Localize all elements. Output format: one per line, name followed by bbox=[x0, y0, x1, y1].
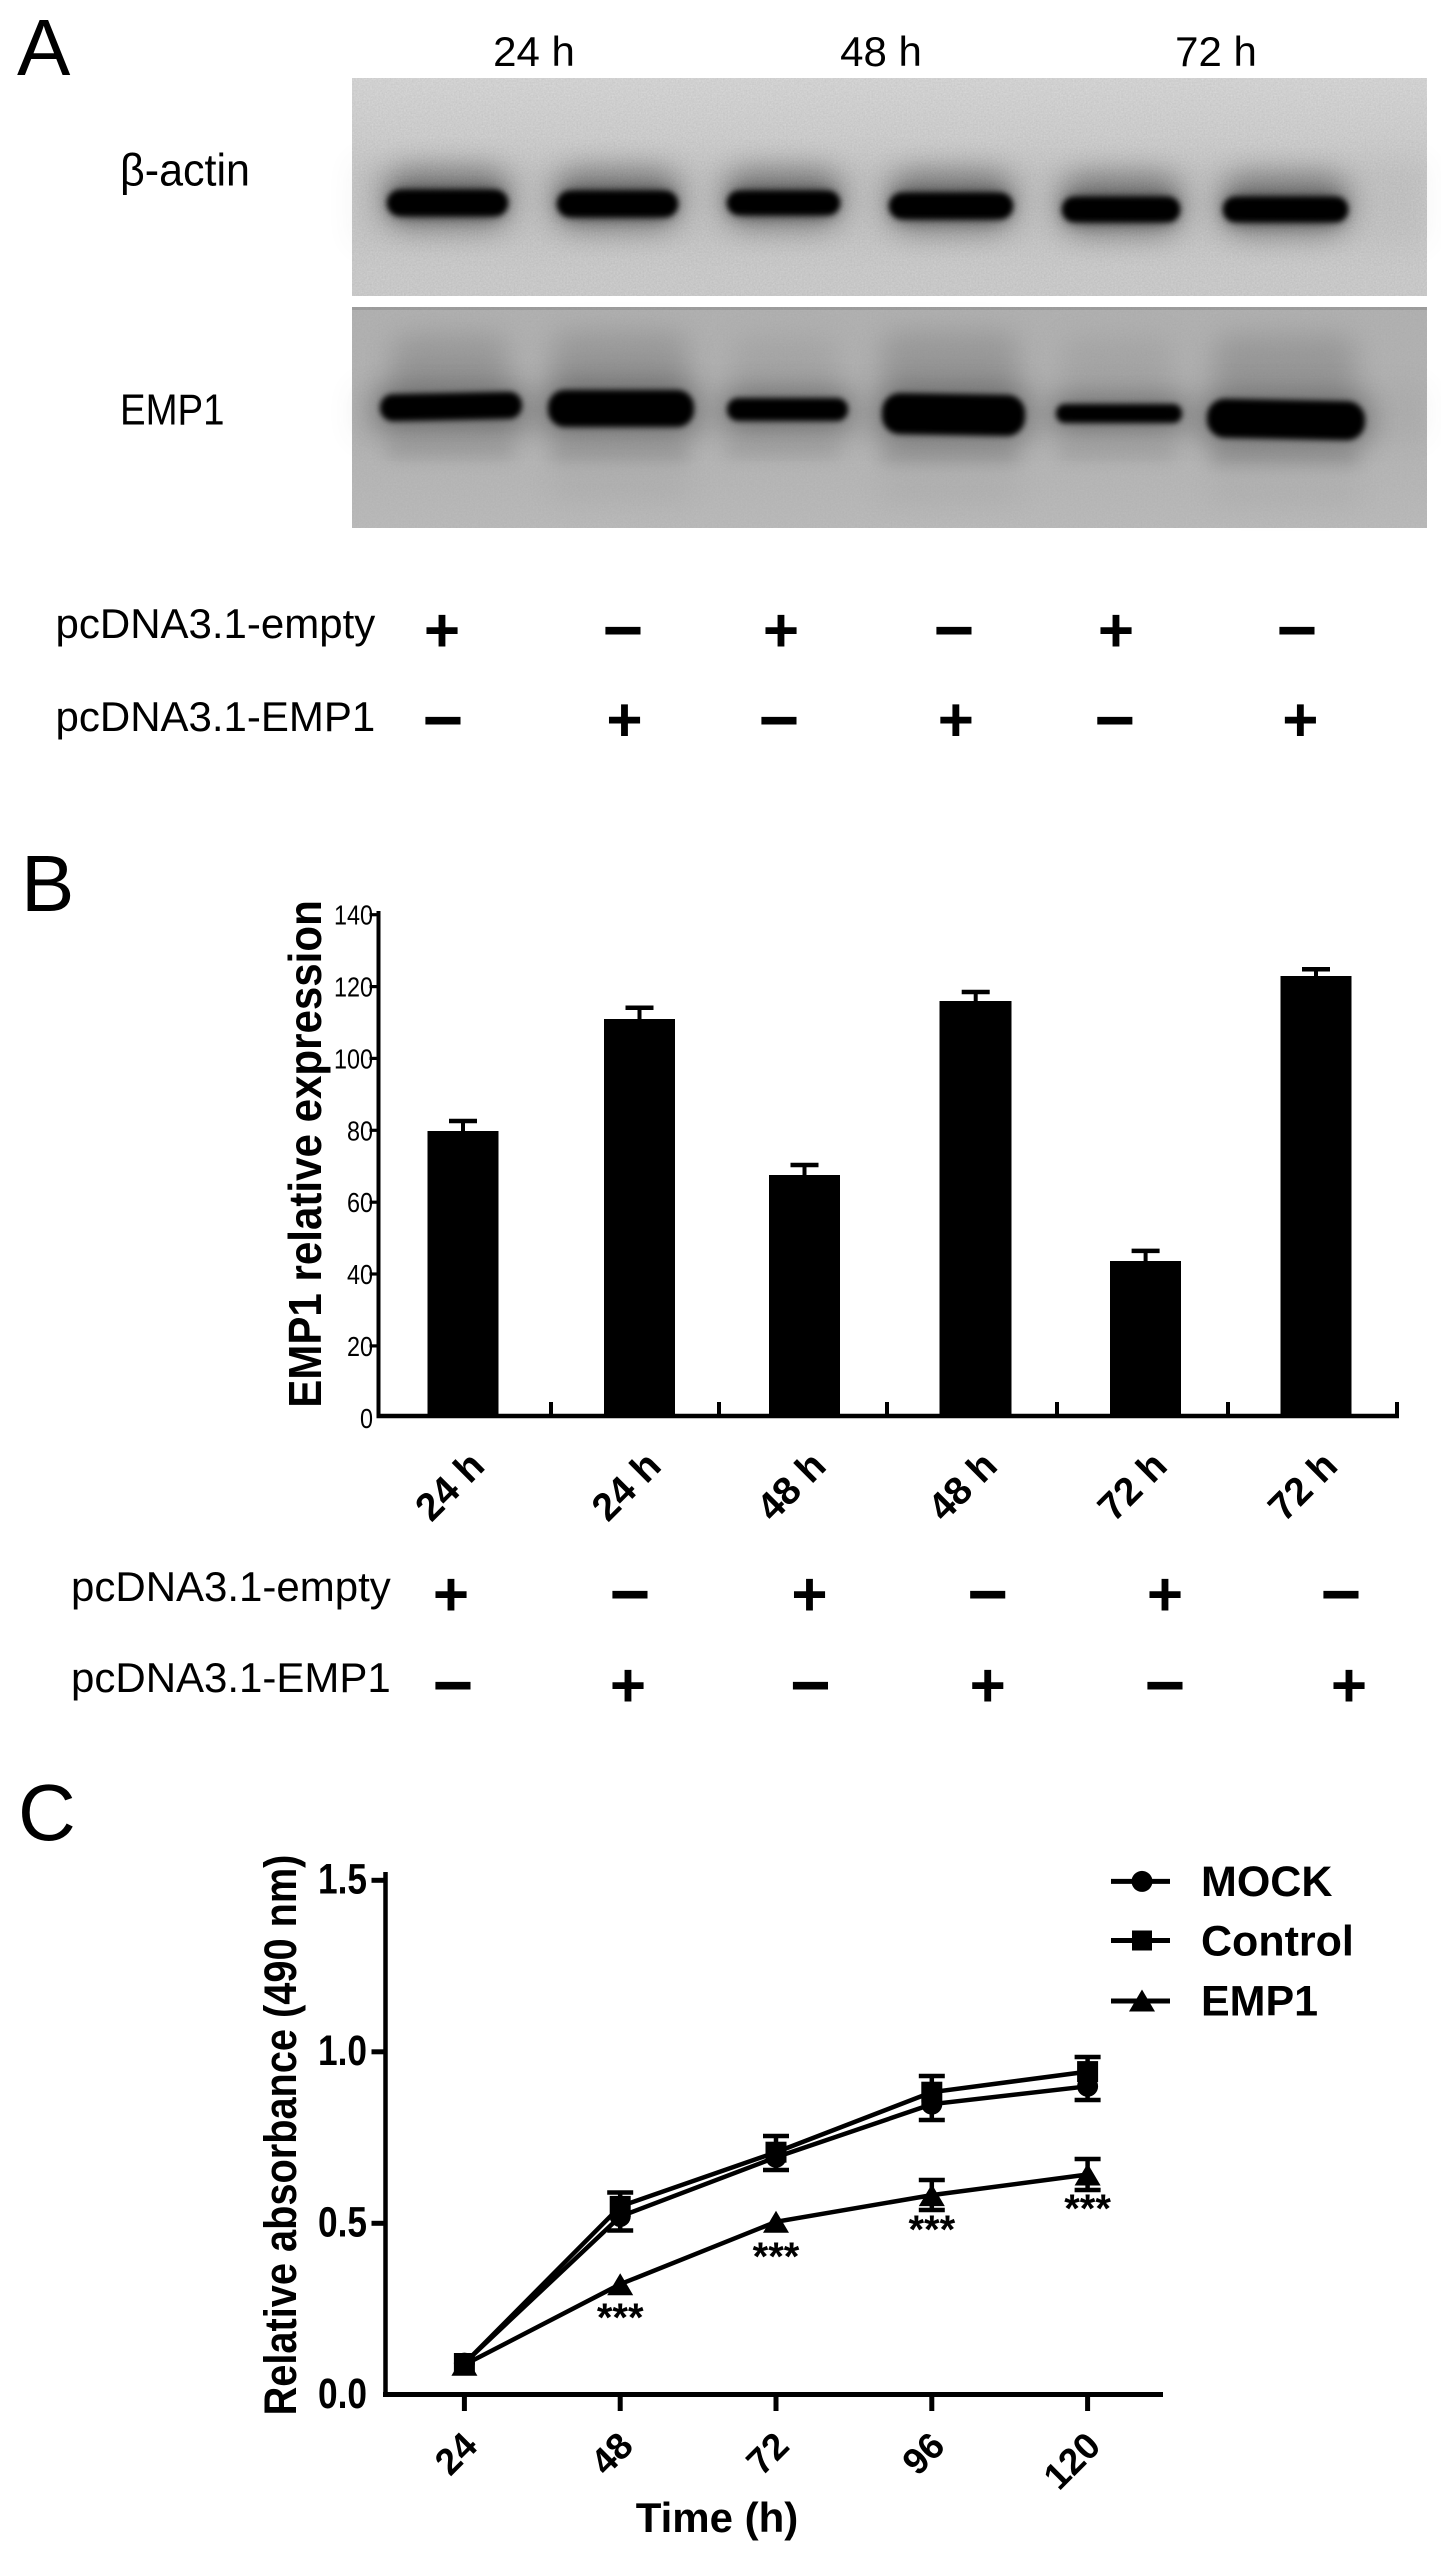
svg-text:20: 20 bbox=[347, 1331, 373, 1362]
svg-text:100: 100 bbox=[334, 1043, 373, 1074]
svg-text:72 h: 72 h bbox=[1090, 1444, 1176, 1530]
svg-text:A: A bbox=[17, 3, 71, 92]
svg-text:72 h: 72 h bbox=[1260, 1444, 1346, 1530]
svg-text:+: + bbox=[763, 596, 799, 665]
svg-text:24 h: 24 h bbox=[584, 1444, 670, 1530]
svg-text:−: − bbox=[967, 1555, 1008, 1633]
svg-text:pcDNA3.1-EMP1: pcDNA3.1-EMP1 bbox=[56, 693, 376, 740]
svg-text:48: 48 bbox=[583, 2425, 641, 2483]
svg-text:EMP1: EMP1 bbox=[120, 386, 225, 435]
svg-text:+: + bbox=[610, 1652, 646, 1721]
svg-text:−: − bbox=[1145, 1646, 1186, 1724]
svg-text:−: − bbox=[790, 1646, 831, 1724]
svg-text:C: C bbox=[18, 1768, 76, 1857]
svg-text:MOCK: MOCK bbox=[1201, 1858, 1332, 1906]
svg-text:***: *** bbox=[908, 2208, 955, 2252]
svg-text:48 h: 48 h bbox=[920, 1444, 1006, 1530]
svg-text:96: 96 bbox=[894, 2425, 952, 2483]
svg-text:72: 72 bbox=[739, 2425, 797, 2483]
svg-text:0: 0 bbox=[360, 1403, 373, 1434]
svg-text:48 h: 48 h bbox=[749, 1444, 835, 1530]
svg-text:24 h: 24 h bbox=[493, 28, 575, 75]
svg-text:EMP1: EMP1 bbox=[1201, 1978, 1318, 2026]
svg-text:+: + bbox=[433, 1561, 469, 1630]
svg-text:Relative absorbance (490 nm): Relative absorbance (490 nm) bbox=[256, 1855, 306, 2416]
svg-text:80: 80 bbox=[347, 1115, 373, 1146]
svg-text:pcDNA3.1-empty: pcDNA3.1-empty bbox=[56, 600, 376, 647]
svg-text:+: + bbox=[970, 1652, 1006, 1721]
svg-text:***: *** bbox=[753, 2235, 800, 2279]
svg-text:β-actin: β-actin bbox=[120, 145, 250, 196]
svg-text:+: + bbox=[791, 1561, 827, 1630]
svg-text:+: + bbox=[938, 686, 974, 755]
svg-text:0.5: 0.5 bbox=[318, 2199, 367, 2247]
svg-text:pcDNA3.1-EMP1: pcDNA3.1-EMP1 bbox=[71, 1654, 391, 1701]
svg-text:+: + bbox=[1147, 1561, 1183, 1630]
svg-text:EMP1 relative expression: EMP1 relative expression bbox=[280, 900, 331, 1408]
svg-text:−: − bbox=[1094, 681, 1135, 759]
svg-text:+: + bbox=[1331, 1652, 1367, 1721]
svg-text:24 h: 24 h bbox=[407, 1444, 493, 1530]
svg-text:−: − bbox=[934, 591, 975, 669]
svg-text:+: + bbox=[424, 596, 460, 665]
svg-text:120: 120 bbox=[334, 972, 373, 1003]
svg-text:pcDNA3.1-empty: pcDNA3.1-empty bbox=[71, 1563, 391, 1610]
svg-text:−: − bbox=[759, 681, 800, 759]
svg-text:72 h: 72 h bbox=[1175, 28, 1257, 75]
svg-text:0.0: 0.0 bbox=[318, 2370, 367, 2418]
svg-text:1.0: 1.0 bbox=[318, 2027, 367, 2075]
svg-text:−: − bbox=[603, 591, 644, 669]
svg-text:−: − bbox=[1277, 591, 1318, 669]
svg-text:+: + bbox=[1282, 686, 1318, 755]
svg-text:24: 24 bbox=[427, 2424, 485, 2482]
svg-text:40: 40 bbox=[347, 1259, 373, 1290]
svg-text:48 h: 48 h bbox=[840, 28, 922, 75]
svg-text:−: − bbox=[610, 1555, 651, 1633]
svg-text:140: 140 bbox=[334, 900, 373, 931]
svg-text:Control: Control bbox=[1201, 1917, 1354, 1965]
svg-text:−: − bbox=[1321, 1555, 1362, 1633]
svg-text:−: − bbox=[423, 681, 464, 759]
svg-text:Time (h): Time (h) bbox=[636, 2494, 799, 2541]
svg-text:B: B bbox=[21, 839, 74, 928]
svg-text:1.5: 1.5 bbox=[318, 1856, 367, 1904]
svg-text:60: 60 bbox=[347, 1187, 373, 1218]
svg-text:***: *** bbox=[1064, 2187, 1111, 2231]
svg-text:+: + bbox=[1098, 596, 1134, 665]
svg-text:−: − bbox=[433, 1646, 474, 1724]
svg-text:+: + bbox=[606, 686, 642, 755]
svg-text:***: *** bbox=[597, 2296, 644, 2340]
svg-text:120: 120 bbox=[1036, 2425, 1109, 2498]
